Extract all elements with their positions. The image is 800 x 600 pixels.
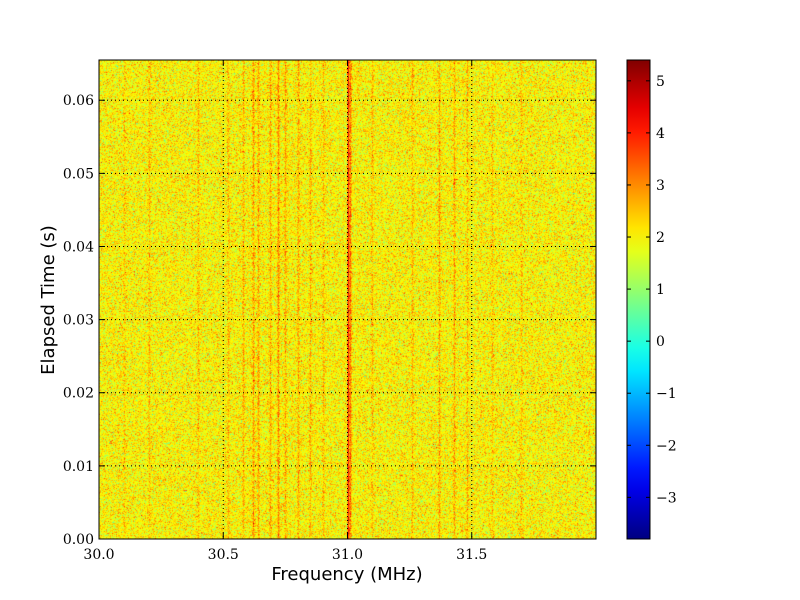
y-tick-label: 0.06 [63, 93, 94, 109]
x-tick-label: 31.5 [456, 547, 487, 563]
colorbar-tick-label: 5 [656, 74, 665, 90]
y-tick-label: 0.03 [63, 313, 94, 329]
y-tick-label: 0.05 [63, 166, 94, 182]
x-tick-label: 31.0 [332, 547, 363, 563]
heatmap-image [99, 60, 596, 539]
colorbar-tick-label: 2 [656, 230, 665, 246]
y-axis-label: Elapsed Time (s) [38, 225, 59, 375]
colorbar-gradient [627, 60, 650, 539]
colorbar-tick-label: 3 [656, 178, 665, 194]
colorbar-ticks: −3 −2 −1 0 1 2 3 4 5 [627, 74, 677, 506]
x-axis-label: Frequency (MHz) [271, 564, 422, 585]
plot-area: 30.0 30.5 31.0 31.5 0.000.010.020.030.040.0… [63, 59, 597, 563]
y-axis: 0.00 0.01 0.02 0.03 0.04 0.05 0.06 [63, 93, 596, 548]
y-tick-label: 0.02 [63, 386, 94, 402]
x-tick-label: 30.0 [83, 547, 114, 563]
colorbar-frame [626, 59, 651, 540]
colorbar-tick-label: 0 [656, 334, 665, 350]
y-tick-label: 0.01 [63, 459, 94, 475]
y-tick-label: 0.04 [63, 239, 94, 255]
colorbar-tick-label: −1 [656, 386, 677, 402]
colorbar-tick-label: −3 [656, 490, 677, 506]
colorbar: −3 −2 −1 0 1 2 3 4 5 [626, 59, 677, 540]
x-axis: 30.0 30.5 31.0 31.5 [83, 60, 487, 563]
colorbar-tick-label: 1 [656, 282, 665, 298]
x-tick-label: 30.5 [208, 547, 239, 563]
colorbar-tick-label: −2 [656, 438, 677, 454]
colorbar-tick-label: 4 [656, 126, 665, 142]
y-tick-label: 0.00 [63, 532, 94, 548]
